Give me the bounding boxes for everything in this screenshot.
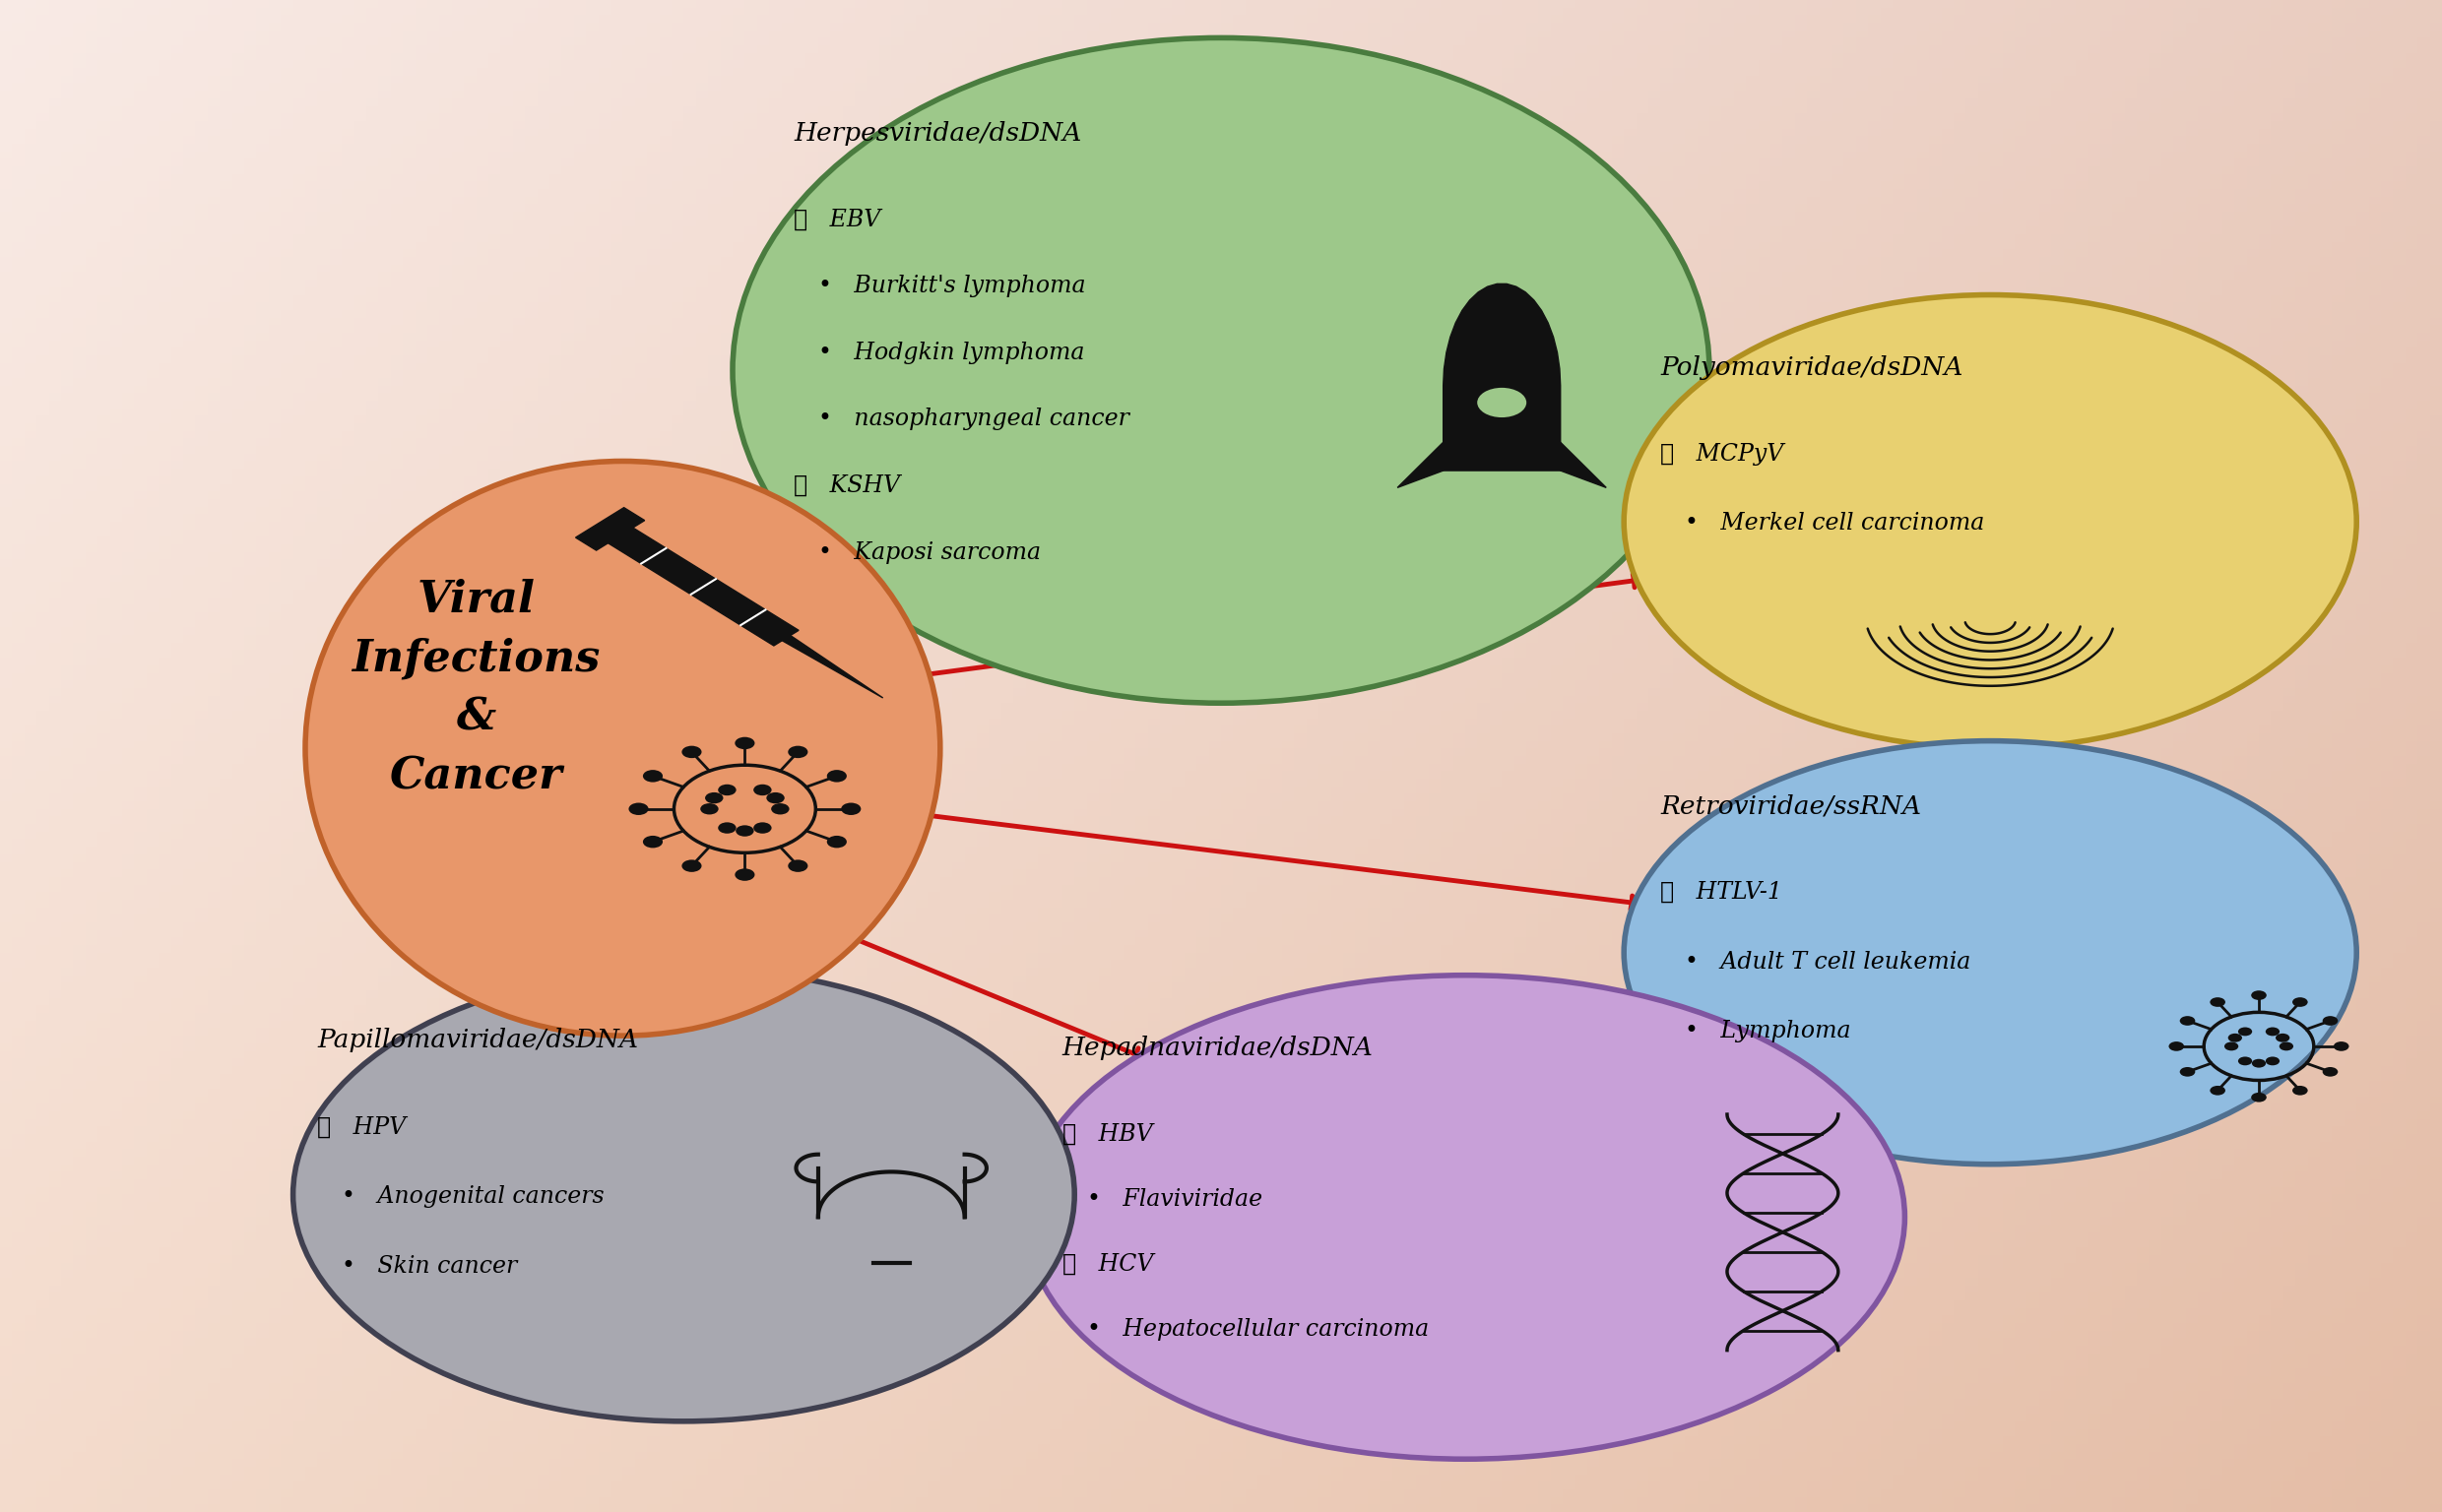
Text: •   Flaviviridae: • Flaviviridae [1087,1188,1263,1211]
Text: ❖   HTLV-1: ❖ HTLV-1 [1661,881,1783,904]
Ellipse shape [305,461,940,1036]
Circle shape [2210,998,2225,1007]
Ellipse shape [1624,295,2357,748]
Ellipse shape [733,38,1709,703]
Circle shape [1475,387,1529,419]
Text: •   Kaposi sarcoma: • Kaposi sarcoma [818,541,1040,564]
Circle shape [2293,998,2308,1007]
Text: ❖   HBV: ❖ HBV [1062,1123,1153,1146]
Polygon shape [1443,284,1560,470]
Circle shape [2322,1067,2337,1077]
Circle shape [701,803,718,815]
Text: •   Skin cancer: • Skin cancer [342,1255,518,1278]
Circle shape [755,785,772,795]
Circle shape [628,803,650,815]
Circle shape [789,860,808,872]
Circle shape [755,823,772,833]
Circle shape [642,770,662,782]
Text: •   Hodgkin lymphoma: • Hodgkin lymphoma [818,342,1084,364]
Circle shape [2225,1042,2239,1051]
Circle shape [735,736,755,750]
Text: •   Adult T cell leukemia: • Adult T cell leukemia [1685,951,1971,974]
Circle shape [642,836,662,848]
Circle shape [2266,1027,2281,1036]
Circle shape [2266,1057,2281,1066]
Text: ❖   EBV: ❖ EBV [794,209,882,231]
Text: Retroviridae/ssRNA: Retroviridae/ssRNA [1661,794,1922,818]
Text: Polyomaviridae/dsDNA: Polyomaviridae/dsDNA [1661,355,1963,380]
Circle shape [2181,1067,2195,1077]
Polygon shape [608,528,799,646]
Text: ❖   HCV: ❖ HCV [1062,1253,1153,1276]
Circle shape [2181,1016,2195,1025]
Ellipse shape [1026,975,1905,1459]
Circle shape [2335,1042,2349,1051]
Ellipse shape [1624,741,2357,1164]
Text: •   Anogenital cancers: • Anogenital cancers [342,1185,606,1208]
Circle shape [718,785,735,795]
Circle shape [735,826,755,836]
Text: Hepadnaviridae/dsDNA: Hepadnaviridae/dsDNA [1062,1036,1372,1060]
Polygon shape [576,508,645,550]
Text: •   Lymphoma: • Lymphoma [1685,1021,1851,1043]
Circle shape [772,803,789,815]
Circle shape [681,745,701,758]
Circle shape [2252,990,2266,999]
Circle shape [2237,1057,2252,1066]
Text: •   Burkitt's lymphoma: • Burkitt's lymphoma [818,275,1087,298]
Ellipse shape [293,968,1074,1421]
Polygon shape [781,635,884,699]
Circle shape [681,860,701,872]
Circle shape [735,868,755,881]
Circle shape [2210,1086,2225,1095]
Text: Herpesviridae/dsDNA: Herpesviridae/dsDNA [794,121,1082,145]
Polygon shape [1560,442,1607,488]
Text: •   Merkel cell carcinoma: • Merkel cell carcinoma [1685,513,1985,535]
Text: ❖   HPV: ❖ HPV [317,1116,405,1139]
Circle shape [840,803,862,815]
Circle shape [2227,1033,2242,1042]
Text: Viral
Infections
&
Cancer: Viral Infections & Cancer [352,578,601,798]
Text: •   Hepatocellular carcinoma: • Hepatocellular carcinoma [1087,1318,1429,1341]
Circle shape [828,770,847,782]
Circle shape [2322,1016,2337,1025]
Circle shape [828,836,847,848]
Circle shape [789,745,808,758]
Text: ❖   KSHV: ❖ KSHV [794,475,901,497]
Circle shape [2168,1042,2183,1051]
Circle shape [2252,1058,2266,1067]
Circle shape [2293,1086,2308,1095]
Polygon shape [1397,442,1443,488]
Text: Papillomaviridae/dsDNA: Papillomaviridae/dsDNA [317,1028,637,1052]
Circle shape [2252,1093,2266,1102]
Circle shape [2278,1042,2293,1051]
Circle shape [2237,1027,2252,1036]
Circle shape [706,792,723,803]
Text: •   nasopharyngeal cancer: • nasopharyngeal cancer [818,408,1128,431]
Circle shape [718,823,735,833]
Circle shape [767,792,784,803]
Text: ❖   MCPyV: ❖ MCPyV [1661,443,1785,466]
Circle shape [2276,1033,2291,1042]
